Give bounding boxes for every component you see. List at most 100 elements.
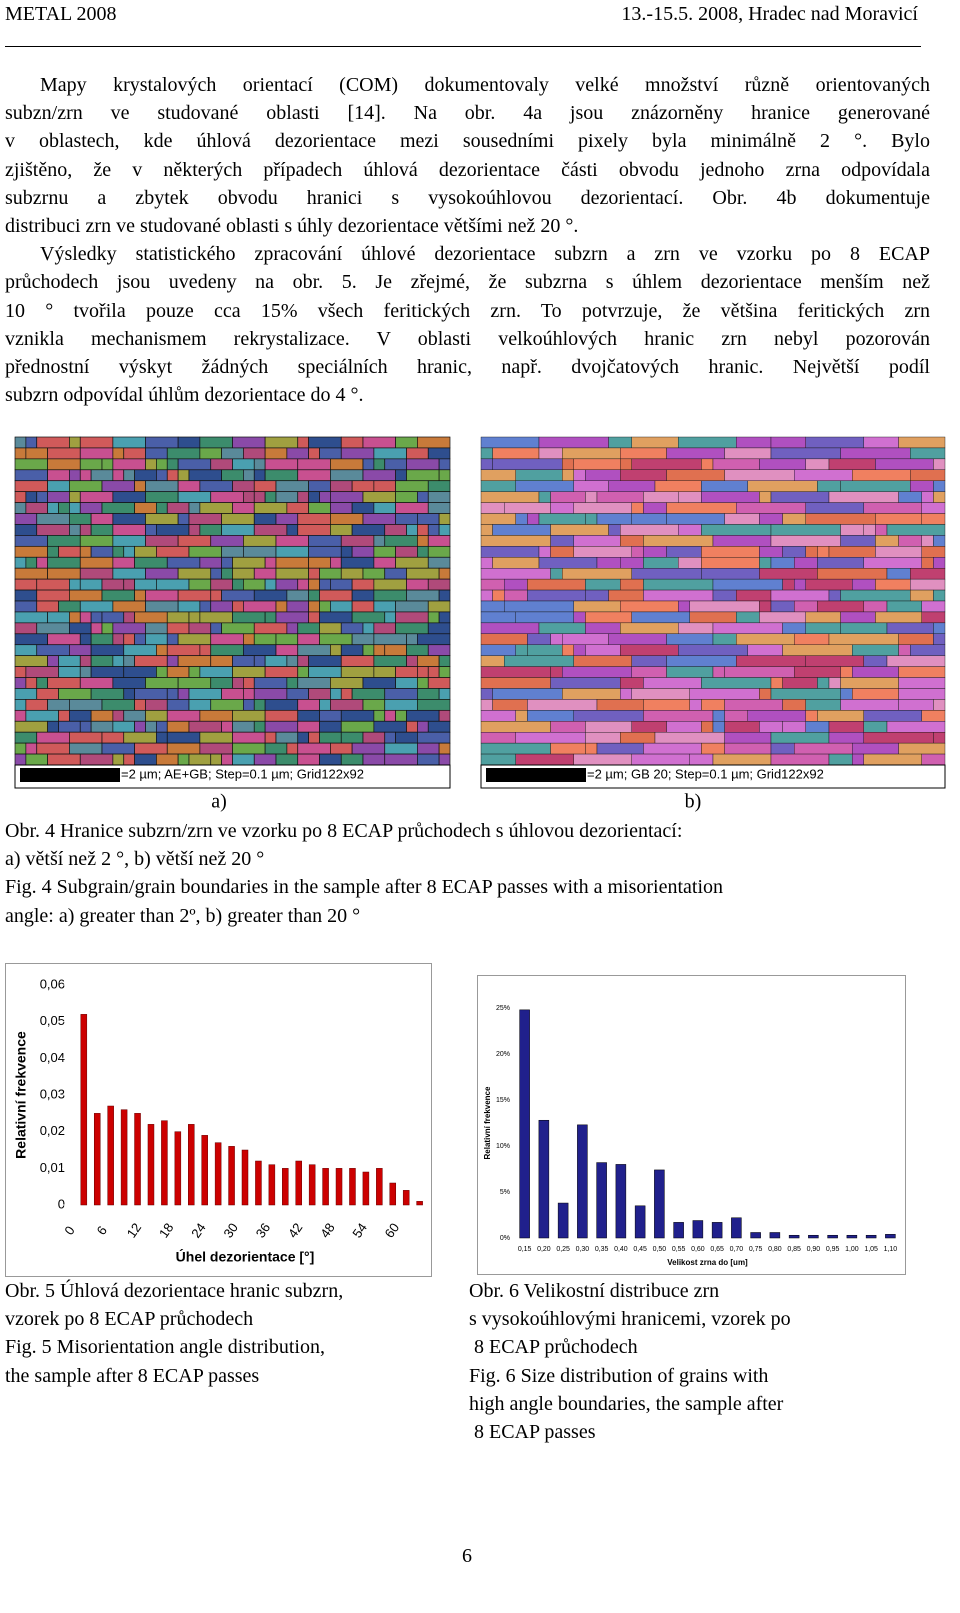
grain xyxy=(188,720,222,733)
grain xyxy=(362,644,375,657)
caption-line: Obr. 4 Hranice subzrn/zrn ve vzorku po 8… xyxy=(5,820,683,842)
grain xyxy=(145,480,179,493)
grain xyxy=(275,513,299,525)
caption-line: Obr. 5 Úhlová dezorientace hranic subzrn… xyxy=(5,1280,344,1302)
bar xyxy=(174,1131,182,1206)
header-left: METAL 2008 xyxy=(5,3,117,25)
grain xyxy=(243,600,277,613)
grain xyxy=(123,578,135,591)
grain xyxy=(319,578,331,591)
grain xyxy=(232,677,244,689)
grain xyxy=(25,709,59,722)
grain xyxy=(134,688,168,700)
grain xyxy=(319,622,342,635)
figure-4-caption: Obr. 4 Hranice subzrn/zrn ve vzorku po 8… xyxy=(5,817,935,930)
grain xyxy=(112,535,146,547)
grain xyxy=(177,469,190,482)
grain xyxy=(253,589,288,602)
grain xyxy=(480,721,551,733)
grain xyxy=(384,731,396,744)
grain xyxy=(188,753,212,766)
grain xyxy=(90,720,114,733)
grain xyxy=(188,513,222,525)
grain xyxy=(47,458,81,471)
grain xyxy=(689,753,714,766)
grain xyxy=(177,655,212,667)
grain xyxy=(210,633,244,646)
grain xyxy=(620,622,679,634)
bar xyxy=(731,1217,742,1239)
grain xyxy=(701,458,714,471)
grain xyxy=(79,502,103,514)
grain xyxy=(759,721,783,733)
grain xyxy=(199,447,222,460)
grain xyxy=(631,611,690,624)
grain xyxy=(275,578,299,591)
grain xyxy=(188,666,201,678)
grain xyxy=(112,458,146,471)
grain xyxy=(156,469,168,482)
grain xyxy=(504,502,551,514)
grain xyxy=(112,447,125,460)
grain xyxy=(480,753,516,766)
grain xyxy=(232,731,266,744)
grain xyxy=(188,578,212,591)
grain xyxy=(573,710,644,722)
grain xyxy=(395,622,429,635)
grain xyxy=(898,677,946,689)
bar xyxy=(80,1014,88,1206)
grain xyxy=(134,469,157,482)
grain xyxy=(631,753,690,766)
grain xyxy=(863,753,922,766)
grain xyxy=(898,633,934,645)
grain xyxy=(562,447,621,460)
grain xyxy=(585,644,621,656)
grain xyxy=(384,753,418,766)
grain xyxy=(134,589,146,602)
grain xyxy=(166,633,179,646)
grain xyxy=(724,447,772,460)
grain xyxy=(417,436,451,449)
bar xyxy=(519,1009,530,1239)
grain xyxy=(221,622,255,635)
x-axis-label: Velikost zrna do [um] xyxy=(667,1258,748,1267)
text-line: průchodech jsou uvedeny na obr. 5. Je zř… xyxy=(5,271,930,294)
grain xyxy=(678,622,714,634)
grain xyxy=(14,720,48,733)
grain xyxy=(794,557,818,569)
grain xyxy=(863,655,888,667)
grain xyxy=(330,699,364,711)
grain xyxy=(123,688,135,700)
x-tick-label: 1,00 xyxy=(845,1246,859,1253)
bar xyxy=(538,1119,550,1239)
grain xyxy=(79,611,92,624)
grain xyxy=(480,557,493,569)
grain xyxy=(221,524,255,536)
grain xyxy=(319,447,342,460)
grain xyxy=(134,633,146,646)
grain xyxy=(134,655,168,667)
grain xyxy=(264,731,277,744)
grain xyxy=(79,556,114,569)
grain xyxy=(232,742,266,755)
x-tick-label: 1,05 xyxy=(864,1246,878,1253)
grain xyxy=(177,535,212,547)
caption-line: the sample after 8 ECAP passes xyxy=(5,1364,260,1387)
grain xyxy=(747,480,818,492)
grain xyxy=(417,513,440,525)
x-tick-label: 0,90 xyxy=(807,1246,821,1253)
grain xyxy=(852,578,876,591)
grain xyxy=(828,753,853,766)
grain xyxy=(253,567,277,580)
grain xyxy=(643,710,714,722)
grain xyxy=(898,491,922,503)
grain xyxy=(620,524,679,536)
grain xyxy=(58,720,81,733)
grain xyxy=(330,469,364,482)
grain xyxy=(515,732,586,744)
grain xyxy=(794,469,853,481)
grain xyxy=(701,568,760,580)
grain xyxy=(275,731,299,744)
grain xyxy=(79,666,92,678)
grain xyxy=(210,567,222,580)
